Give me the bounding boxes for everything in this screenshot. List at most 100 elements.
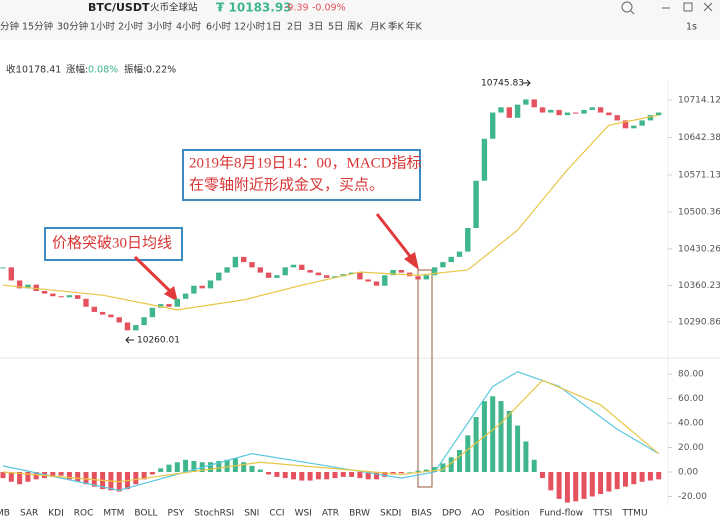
speed[interactable]: 1s bbox=[686, 22, 697, 33]
interval-tab[interactable]: 4小时 bbox=[176, 21, 202, 33]
indicator-tab[interactable]: ATR bbox=[322, 509, 339, 516]
macd-bar bbox=[282, 472, 288, 479]
candle bbox=[249, 262, 255, 268]
interval-tab[interactable]: 12小时 bbox=[234, 21, 266, 33]
interval-tab[interactable]: 5日 bbox=[328, 22, 344, 33]
interval-tab[interactable]: 季K bbox=[388, 21, 405, 33]
maximize[interactable] bbox=[683, 2, 693, 12]
macd-bar bbox=[241, 462, 247, 472]
candle bbox=[274, 275, 280, 278]
search-icon[interactable] bbox=[621, 1, 633, 13]
highlight-box bbox=[417, 269, 433, 488]
interval-tab[interactable]: 3小时 bbox=[147, 21, 173, 33]
interval-tab[interactable]: 周K bbox=[347, 22, 364, 33]
annotation: 2019年8月19日14：00，MACD指标 bbox=[189, 154, 422, 171]
candle bbox=[332, 276, 338, 278]
indicator-tab[interactable]: MTM bbox=[103, 509, 124, 516]
top-bar bbox=[0, 0, 720, 40]
interval-tab[interactable]: 30分钟 bbox=[57, 21, 88, 33]
pair: BTC/USDT bbox=[88, 1, 150, 14]
candle bbox=[16, 280, 23, 289]
macd-bar bbox=[382, 472, 388, 477]
macd-bar bbox=[531, 459, 537, 472]
macd-bar bbox=[299, 472, 305, 481]
macd-bar bbox=[432, 467, 438, 472]
interval-tab[interactable]: 6小时 bbox=[206, 21, 232, 33]
close[interactable] bbox=[703, 2, 713, 12]
candle bbox=[241, 256, 247, 263]
candle bbox=[0, 267, 6, 269]
candle bbox=[448, 256, 454, 263]
indicator-tab[interactable]: SNI bbox=[244, 509, 259, 516]
macd-bar bbox=[457, 450, 462, 472]
candle bbox=[564, 112, 571, 116]
indicator-tab[interactable]: ROC bbox=[74, 509, 94, 516]
candle bbox=[423, 275, 429, 280]
candle bbox=[124, 322, 131, 331]
candle bbox=[656, 112, 662, 116]
info-row: 收:10178.41 涨幅: 0.08% 振幅: 0.22% bbox=[6, 64, 176, 76]
y-tick-label: 20.00 bbox=[678, 443, 704, 453]
info-label: 涨幅: bbox=[66, 64, 88, 76]
annotation: 价格突破30日均线 bbox=[52, 234, 172, 251]
interval-tab[interactable]: 分钟 bbox=[0, 21, 19, 33]
candle bbox=[556, 109, 562, 116]
interval-tab[interactable]: 2日 bbox=[287, 22, 303, 33]
macd-bar bbox=[133, 472, 139, 485]
dea-line bbox=[2, 379, 660, 483]
indicator-tab[interactable]: PSY bbox=[168, 509, 185, 516]
y-tick-label: 80.00 bbox=[678, 370, 704, 380]
candle bbox=[622, 120, 629, 129]
indicator-tab[interactable]: TTMU bbox=[621, 509, 647, 516]
indicator-tab[interactable]: BOLL bbox=[134, 509, 157, 516]
candle bbox=[141, 317, 147, 326]
candle bbox=[465, 227, 471, 252]
macd-bar bbox=[291, 472, 296, 480]
indicator-tab[interactable]: SAR bbox=[20, 509, 38, 516]
interval-tab[interactable]: 3日 bbox=[308, 22, 324, 33]
macd-bar bbox=[573, 472, 579, 502]
macd-bar bbox=[174, 462, 180, 472]
indicator-tab[interactable]: CCI bbox=[269, 509, 284, 516]
macd-bar bbox=[66, 472, 72, 480]
macd-bar bbox=[191, 461, 197, 472]
macd-bar bbox=[208, 462, 213, 472]
interval-tab[interactable]: 1小时 bbox=[90, 21, 116, 33]
candle bbox=[456, 251, 463, 257]
indicator-tab[interactable]: SKDJ bbox=[380, 509, 401, 516]
indicator-tab[interactable]: WSI bbox=[295, 509, 312, 516]
indicator-tab[interactable]: MB bbox=[0, 509, 10, 516]
exchange: 火币全球站 bbox=[150, 2, 198, 14]
macd-bar bbox=[183, 459, 189, 472]
arrow bbox=[133, 255, 174, 295]
indicator-tab[interactable]: Fund-flow bbox=[540, 509, 584, 516]
indicator-tab[interactable]: TTSI bbox=[592, 509, 612, 516]
macd-bar bbox=[614, 472, 620, 490]
macd-bar bbox=[8, 472, 14, 482]
macd-bar bbox=[631, 472, 637, 485]
macd-bar bbox=[357, 472, 363, 479]
info-label: 振幅: bbox=[124, 64, 146, 76]
interval-tab[interactable]: 年K bbox=[406, 21, 423, 33]
interval-tab[interactable]: 1日 bbox=[266, 22, 282, 33]
candle bbox=[265, 272, 272, 278]
macd-bar bbox=[166, 464, 172, 472]
candle bbox=[282, 267, 288, 276]
candle bbox=[307, 269, 313, 273]
interval-tab[interactable]: 月K bbox=[370, 22, 387, 33]
macd-bar bbox=[25, 472, 31, 482]
indicator-tab[interactable]: AO bbox=[471, 509, 484, 516]
macd-bar bbox=[623, 472, 628, 487]
macd-bar bbox=[324, 472, 330, 480]
info-value: 0.22% bbox=[146, 65, 176, 76]
indicator-tab[interactable]: Position bbox=[494, 509, 529, 516]
interval-tab[interactable]: 2小时 bbox=[118, 21, 144, 33]
indicator-tab[interactable]: DPO bbox=[442, 509, 461, 516]
indicator-tab[interactable]: BRW bbox=[349, 509, 370, 516]
interval-tab[interactable]: 15分钟 bbox=[22, 21, 53, 33]
macd-bar bbox=[523, 441, 529, 472]
indicator-tab[interactable]: KDJ bbox=[48, 509, 64, 516]
indicator-tab[interactable]: BIAS bbox=[411, 509, 432, 516]
indicator-tab[interactable]: StochRSI bbox=[194, 509, 234, 516]
